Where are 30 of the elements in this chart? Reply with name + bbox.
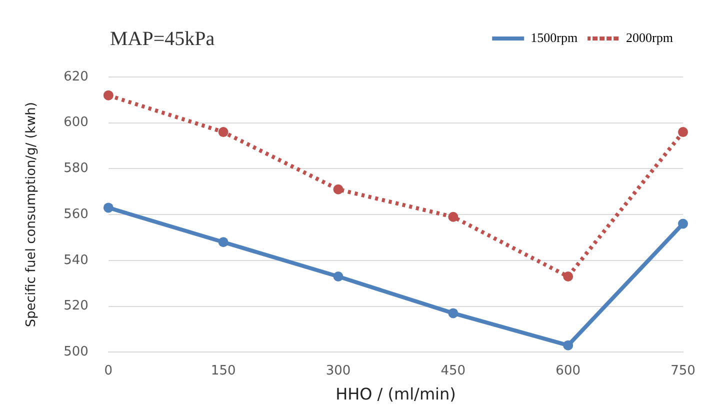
x-tick-label: 750 — [670, 363, 696, 378]
point — [218, 127, 228, 138]
point — [103, 202, 114, 213]
point — [333, 184, 344, 194]
point — [333, 272, 344, 282]
point — [563, 272, 574, 282]
x-tick-label: 150 — [210, 363, 236, 378]
point — [448, 212, 458, 222]
point — [678, 218, 688, 229]
y-tick-label: 600 — [64, 115, 88, 130]
y-axis-title: Specific fuel consumption/g/ (kwh) — [24, 102, 40, 328]
point — [563, 340, 574, 350]
x-tick-label: 300 — [326, 363, 351, 378]
x-tick-label: 450 — [440, 363, 466, 378]
x-axis-title: HHO / (ml/min) — [336, 384, 456, 404]
legend-label: 2000rpm — [626, 30, 674, 45]
point — [103, 90, 114, 100]
y-tick-label: 500 — [64, 344, 88, 360]
x-tick-label: 600 — [556, 363, 580, 378]
point — [448, 308, 458, 318]
point — [218, 237, 228, 248]
legend-label: 1500rpm — [530, 30, 578, 45]
point — [678, 127, 688, 138]
y-tick-label: 560 — [64, 206, 88, 222]
y-tick-label: 520 — [64, 298, 88, 314]
chart-title: MAP=45kPa — [110, 28, 215, 51]
y-tick-label: 580 — [64, 161, 88, 176]
y-tick-label: 540 — [64, 252, 88, 268]
x-tick-label: 0 — [104, 363, 113, 378]
y-tick-label: 620 — [64, 69, 88, 84]
